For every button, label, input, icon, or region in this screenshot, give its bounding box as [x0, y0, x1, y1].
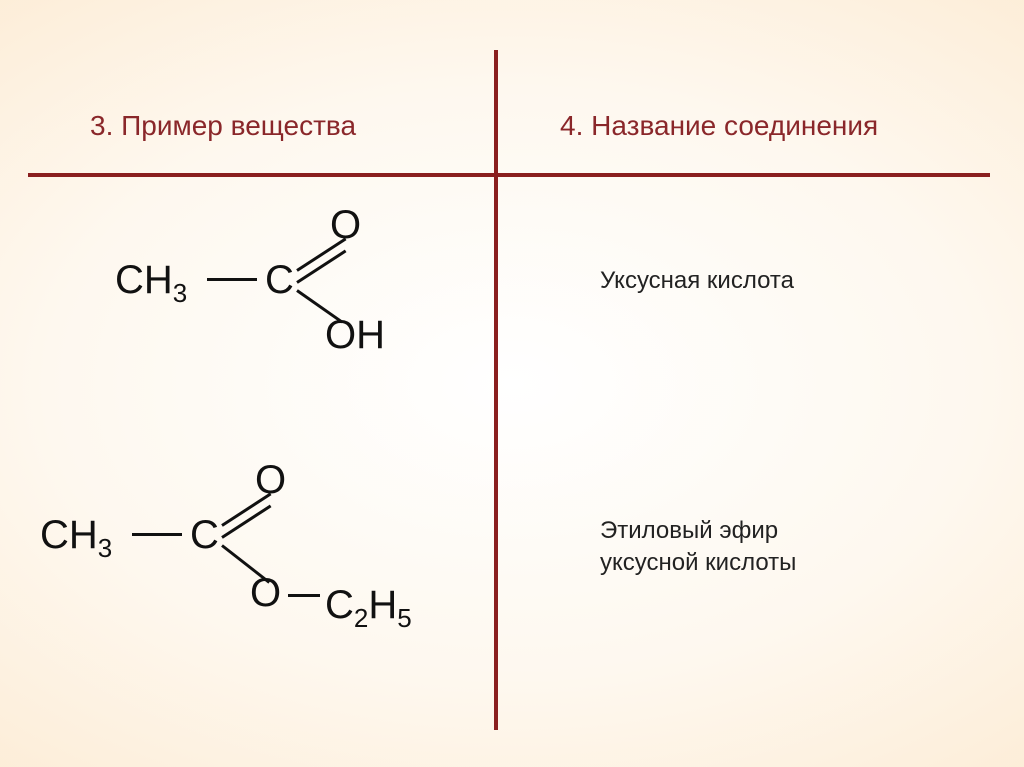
bond-line: [296, 289, 343, 323]
bond-line: [207, 278, 257, 281]
atom-label: C: [190, 515, 219, 555]
header-left: 3. Пример вещества: [90, 110, 356, 142]
atom-label: CH3: [40, 515, 112, 555]
slide: 3. Пример вещества 4. Название соединени…: [0, 0, 1024, 767]
compound-name-1: Уксусная кислота: [600, 265, 794, 297]
atom-label: CH3: [115, 260, 187, 300]
header-right: 4. Название соединения: [560, 110, 878, 142]
atom-label: C2H5: [325, 585, 412, 625]
atom-label: OH: [325, 315, 385, 355]
divider-horizontal: [28, 173, 990, 177]
atom-label: C: [265, 260, 294, 300]
bond-line: [132, 533, 182, 536]
bond-line: [288, 594, 320, 597]
compound-name-2: Этиловый эфируксусной кислоты: [600, 515, 796, 580]
bond-line: [221, 544, 270, 583]
divider-vertical: [494, 50, 498, 730]
